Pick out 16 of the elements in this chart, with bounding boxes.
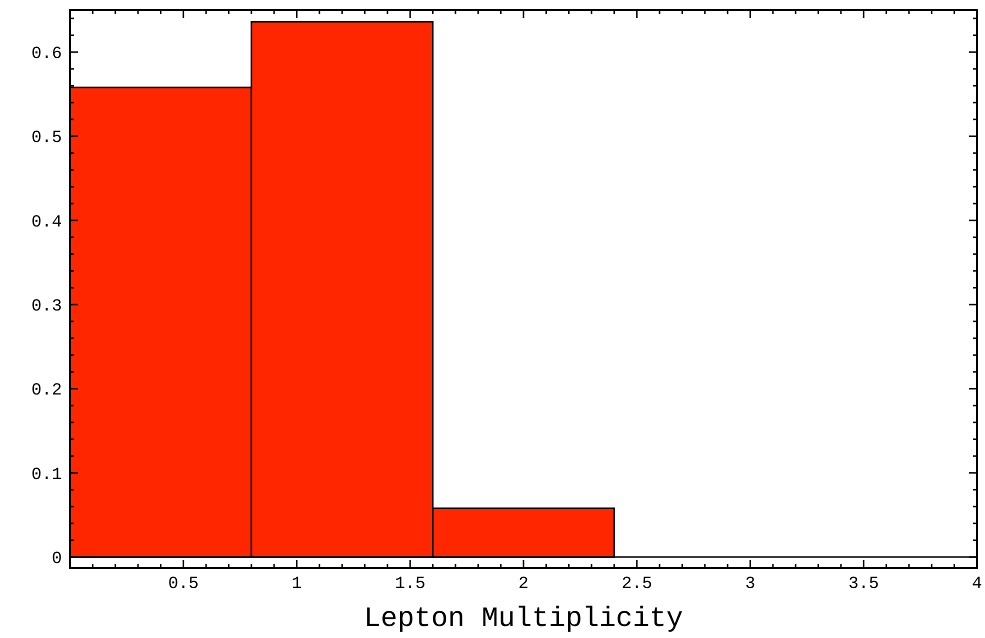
y-tick-label: 0.6 xyxy=(31,45,62,64)
x-axis-title: Lepton Multiplicity xyxy=(364,604,684,635)
x-tick-label: 1.5 xyxy=(394,575,426,594)
x-tick-label: 0.5 xyxy=(168,575,199,594)
x-tick-label: 3 xyxy=(745,575,756,594)
x-tick-label: 1 xyxy=(292,575,302,594)
x-tick-label: 2 xyxy=(518,575,529,594)
y-tick-label: 0.5 xyxy=(31,129,62,148)
x-tick-label: 4 xyxy=(972,575,982,594)
y-tick-label: 0.1 xyxy=(31,466,62,485)
y-tick-label: 0.3 xyxy=(31,298,62,317)
y-tick-label: 0 xyxy=(52,550,62,570)
y-tick-label: 0.2 xyxy=(31,382,62,401)
x-tick-label: 3.5 xyxy=(848,575,879,594)
x-tick-label: 2.5 xyxy=(622,575,652,594)
y-tick-label: 0.4 xyxy=(31,213,62,232)
